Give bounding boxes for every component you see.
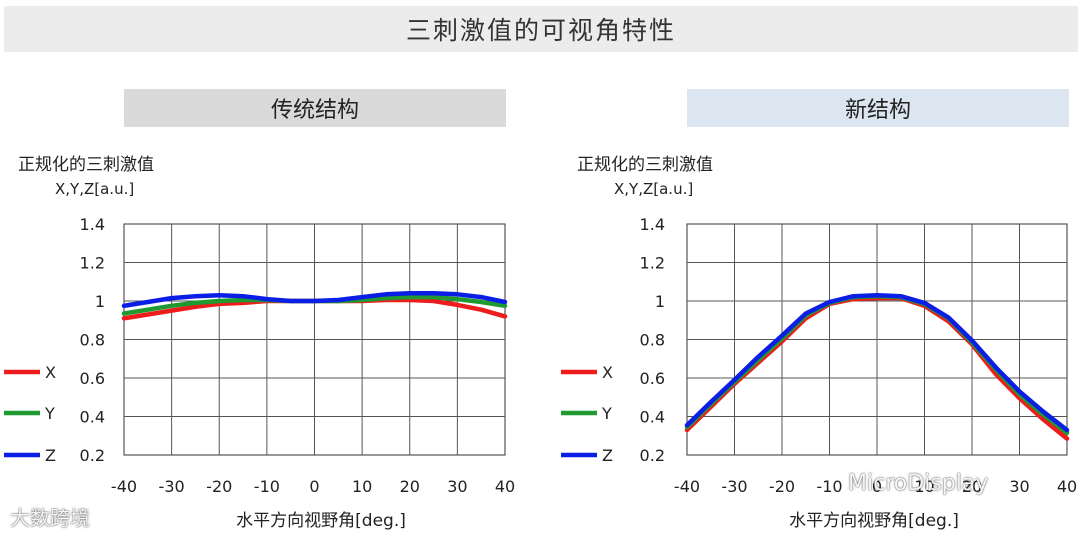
chart1-ytick-label: 1.2 — [640, 254, 665, 273]
chart0-ytick-label: 1 — [95, 292, 105, 311]
page-title: 三刺激值的可视角特性 — [4, 6, 1078, 52]
chart1-ytick-label: 0.2 — [640, 446, 665, 465]
watermark-right: MicroDisplay — [848, 471, 989, 496]
chart1-xtick-label: -30 — [721, 477, 747, 496]
chart0-xtick-label: -10 — [254, 477, 280, 496]
chart1-legend-label-x: X — [602, 363, 613, 382]
chart1-ylabel-line1: 正规化的三刺激值 — [577, 155, 713, 175]
chart1-xtick-label: 20 — [962, 477, 982, 496]
chart1-ytick-label: 0.8 — [640, 331, 665, 350]
chart1-xtick-label: -10 — [816, 477, 842, 496]
chart1-ytick-label: 0.4 — [640, 408, 665, 427]
chart0-xtick-label: -20 — [206, 477, 232, 496]
chart1-ytick-label: 0.6 — [640, 369, 665, 388]
chart0-xtick-label: 10 — [352, 477, 372, 496]
chart0-ytick-label: 0.6 — [80, 369, 105, 388]
chart0-ylabel-line2: X,Y,Z[a.u.] — [55, 180, 134, 198]
chart0-xlabel: 水平方向视野角[deg.] — [236, 511, 406, 531]
chart0-ylabel-line1: 正规化的三刺激值 — [18, 155, 154, 175]
chart1-ytick-label: 1 — [655, 292, 665, 311]
panel-title-new: 新结构 — [687, 89, 1069, 127]
chart0-ytick-label: 0.4 — [80, 408, 105, 427]
chart0-xtick-label: -40 — [111, 477, 137, 496]
chart1-xtick-label: 0 — [872, 477, 882, 496]
chart1-legend-label-y: Y — [601, 404, 612, 423]
chart1-xtick-label: -20 — [769, 477, 795, 496]
chart1-xlabel: 水平方向视野角[deg.] — [789, 511, 959, 531]
chart0-xtick-label: 30 — [447, 477, 467, 496]
chart1-xtick-label: 10 — [914, 477, 934, 496]
chart1-xtick-label: 30 — [1009, 477, 1029, 496]
chart0-ytick-label: 0.2 — [80, 446, 105, 465]
chart1-series-line-z — [684, 292, 1070, 433]
chart0-legend-label-x: X — [45, 363, 56, 382]
panel-title-traditional: 传统结构 — [124, 89, 506, 127]
chart0-xtick-label: 0 — [309, 477, 319, 496]
chart1-legend-label-z: Z — [602, 446, 613, 465]
chart0-ytick-label: 0.8 — [80, 331, 105, 350]
chart0-xtick-label: -30 — [159, 477, 185, 496]
chart1-xtick-label: 40 — [1057, 477, 1077, 496]
chart1-xtick-label: -40 — [674, 477, 700, 496]
chart0-legend-label-y: Y — [44, 404, 55, 423]
chart1-ylabel-line2: X,Y,Z[a.u.] — [614, 180, 693, 198]
chart0-ytick-label: 1.2 — [80, 254, 105, 273]
chart1-ytick-label: 1.4 — [640, 215, 665, 234]
watermark-left: 大数跨境 — [10, 506, 90, 530]
chart0-xtick-label: 40 — [495, 477, 515, 496]
chart0-series-line-z — [121, 291, 508, 309]
chart0-ytick-label: 1.4 — [80, 215, 105, 234]
chart0-xtick-label: 20 — [400, 477, 420, 496]
chart0-legend-label-z: Z — [45, 446, 56, 465]
